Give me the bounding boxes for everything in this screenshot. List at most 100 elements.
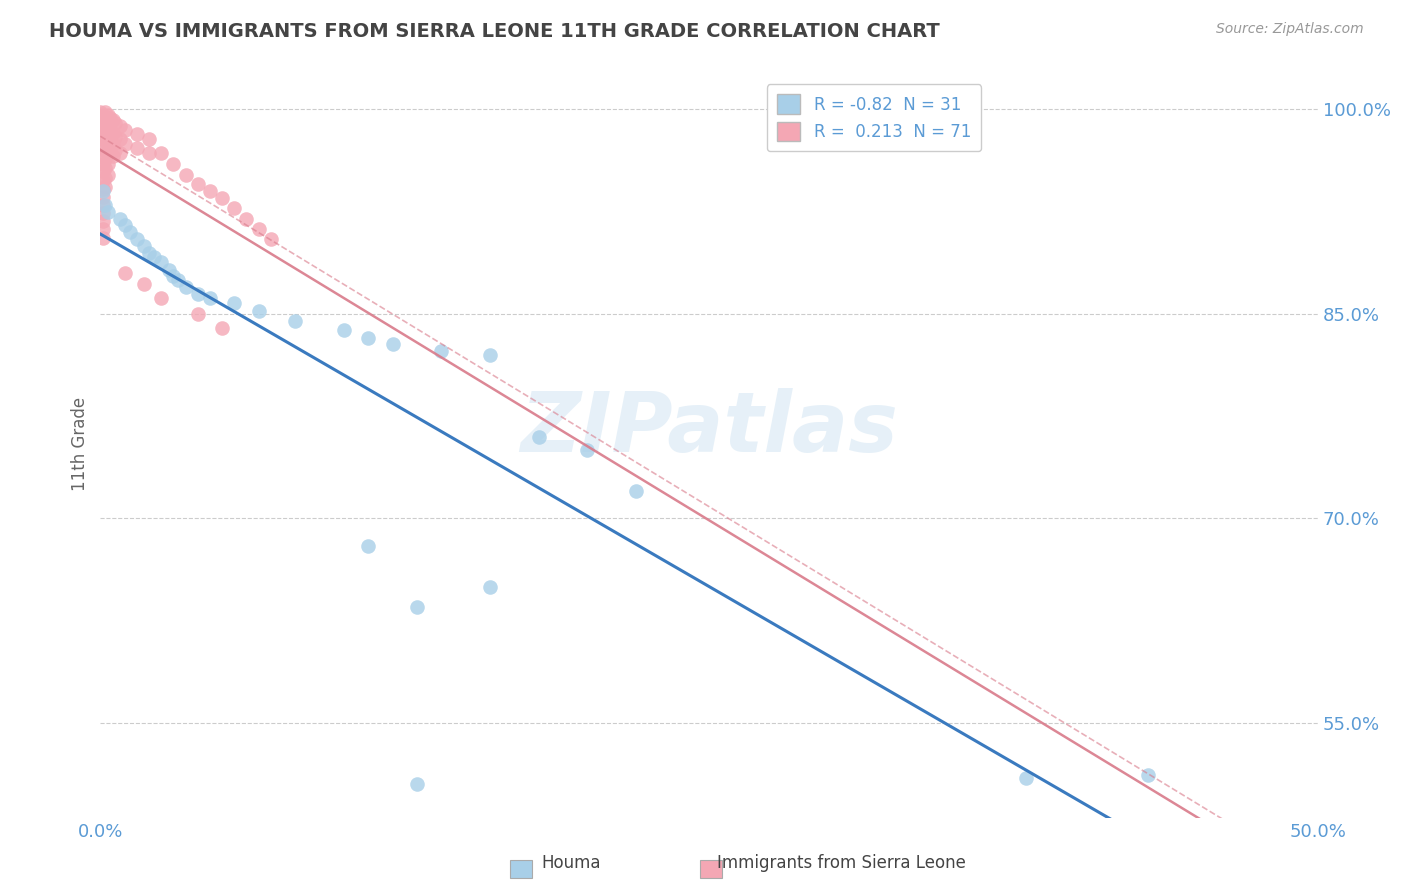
Point xyxy=(211,191,233,205)
Text: HOUMA VS IMMIGRANTS FROM SIERRA LEONE 11TH GRADE CORRELATION CHART: HOUMA VS IMMIGRANTS FROM SIERRA LEONE 11… xyxy=(49,22,941,41)
Point xyxy=(91,198,114,212)
Point xyxy=(162,157,184,171)
Point xyxy=(91,150,114,164)
Point xyxy=(104,129,127,144)
Point xyxy=(357,331,380,345)
Point xyxy=(97,127,120,141)
Point xyxy=(142,250,165,264)
Point xyxy=(114,219,136,233)
Point xyxy=(91,123,114,137)
Point xyxy=(89,129,111,144)
Text: ZIPatlas: ZIPatlas xyxy=(520,388,898,469)
Point xyxy=(198,291,221,305)
Point xyxy=(89,121,111,136)
Point xyxy=(97,146,120,161)
Point xyxy=(94,161,117,175)
Bar xyxy=(700,860,723,878)
Point xyxy=(91,181,114,195)
Point xyxy=(174,279,197,293)
Point xyxy=(94,144,117,158)
Point xyxy=(167,273,190,287)
Point xyxy=(576,443,599,458)
Point xyxy=(101,136,124,151)
Point xyxy=(1015,771,1038,785)
Point xyxy=(527,430,550,444)
Point xyxy=(94,180,117,194)
Point xyxy=(91,214,114,228)
Point xyxy=(91,163,114,178)
Point xyxy=(118,225,141,239)
Point xyxy=(97,108,120,122)
Point xyxy=(235,211,257,226)
Point xyxy=(479,580,502,594)
Point xyxy=(187,178,209,192)
Point xyxy=(97,204,120,219)
Point xyxy=(97,168,120,182)
Point xyxy=(91,173,114,187)
Point xyxy=(104,144,127,158)
Point xyxy=(138,132,160,146)
Point xyxy=(150,255,173,269)
Point xyxy=(247,304,270,318)
Point xyxy=(97,117,120,131)
Point xyxy=(94,113,117,128)
Point xyxy=(125,140,148,154)
Text: Immigrants from Sierra Leone: Immigrants from Sierra Leone xyxy=(717,855,966,872)
Point xyxy=(134,277,156,291)
Point xyxy=(91,222,114,236)
Point xyxy=(108,132,131,146)
Point xyxy=(187,307,209,321)
Point xyxy=(284,314,307,328)
Point xyxy=(125,127,148,141)
Point xyxy=(157,263,180,277)
Point xyxy=(97,136,120,151)
Point xyxy=(260,232,283,246)
Point xyxy=(101,149,124,163)
Point xyxy=(98,121,121,136)
Point xyxy=(187,286,209,301)
Point xyxy=(91,190,114,204)
Point xyxy=(198,184,221,198)
Point xyxy=(357,539,380,553)
Point xyxy=(134,239,156,253)
Point xyxy=(1136,768,1159,782)
Point xyxy=(174,168,197,182)
Point xyxy=(333,323,356,337)
Point xyxy=(101,126,124,140)
Point xyxy=(108,119,131,133)
Point xyxy=(94,123,117,137)
Legend: R = -0.82  N = 31, R =  0.213  N = 71: R = -0.82 N = 31, R = 0.213 N = 71 xyxy=(766,85,981,151)
Point xyxy=(224,296,246,310)
Point xyxy=(101,113,124,128)
Point xyxy=(94,198,117,212)
Point xyxy=(98,111,121,125)
Point xyxy=(89,113,111,128)
Point xyxy=(104,116,127,130)
Point xyxy=(224,201,246,215)
Point xyxy=(406,777,429,791)
Point xyxy=(114,136,136,151)
Point xyxy=(138,245,160,260)
Point xyxy=(247,222,270,236)
Point xyxy=(150,146,173,161)
Point xyxy=(91,140,114,154)
Point xyxy=(98,132,121,146)
Point xyxy=(211,320,233,334)
Point xyxy=(430,343,453,358)
Point xyxy=(114,123,136,137)
Point xyxy=(406,600,429,615)
Point xyxy=(91,132,114,146)
Point xyxy=(114,266,136,280)
Point xyxy=(89,105,111,120)
Point xyxy=(94,170,117,185)
Point xyxy=(624,484,647,499)
Point xyxy=(91,108,114,122)
Point xyxy=(108,146,131,161)
Point xyxy=(138,146,160,161)
Bar xyxy=(510,860,531,878)
Text: Houma: Houma xyxy=(541,855,600,872)
Text: Source: ZipAtlas.com: Source: ZipAtlas.com xyxy=(1216,22,1364,37)
Point xyxy=(479,348,502,362)
Point xyxy=(91,184,114,198)
Point xyxy=(91,157,114,171)
